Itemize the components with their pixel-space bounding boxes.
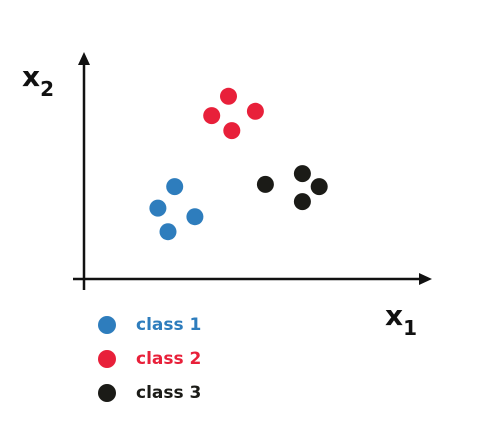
point-class-1-3 xyxy=(186,208,204,226)
y-axis-title: x2 xyxy=(22,60,54,101)
data-points xyxy=(149,87,328,241)
legend-item-class-3: class 3 xyxy=(98,376,278,410)
legend-item-class-2: class 2 xyxy=(98,342,278,376)
point-class-2-4 xyxy=(223,122,241,140)
legend-label-class-3: class 3 xyxy=(136,383,202,403)
x-axis-title-main: x xyxy=(385,299,403,332)
y-axis-arrowhead xyxy=(78,52,90,65)
point-class-1-4 xyxy=(159,223,177,241)
legend-marker-class-3 xyxy=(98,384,116,402)
point-class-2-3 xyxy=(246,102,264,120)
legend: class 1 class 2 class 3 xyxy=(98,308,278,410)
x-axis-title: x1 xyxy=(385,299,417,340)
y-axis-title-subscript: 2 xyxy=(40,77,54,101)
legend-marker-class-1 xyxy=(98,316,116,334)
x-axis-title-subscript: 1 xyxy=(403,316,417,340)
point-class-1-1 xyxy=(166,178,184,196)
point-class-3-3 xyxy=(310,178,328,196)
x-axis-arrowhead xyxy=(419,273,432,285)
point-class-2-2 xyxy=(203,107,221,125)
legend-item-class-1: class 1 xyxy=(98,308,278,342)
point-class-1-2 xyxy=(149,199,167,217)
point-class-2-1 xyxy=(220,87,237,105)
point-class-3-4 xyxy=(293,193,311,211)
legend-label-class-2: class 2 xyxy=(136,349,202,369)
legend-marker-class-2 xyxy=(98,350,116,368)
point-class-3-2 xyxy=(256,175,274,193)
y-axis-title-main: x xyxy=(22,60,40,93)
point-class-3-1 xyxy=(293,165,311,183)
legend-label-class-1: class 1 xyxy=(136,315,202,335)
